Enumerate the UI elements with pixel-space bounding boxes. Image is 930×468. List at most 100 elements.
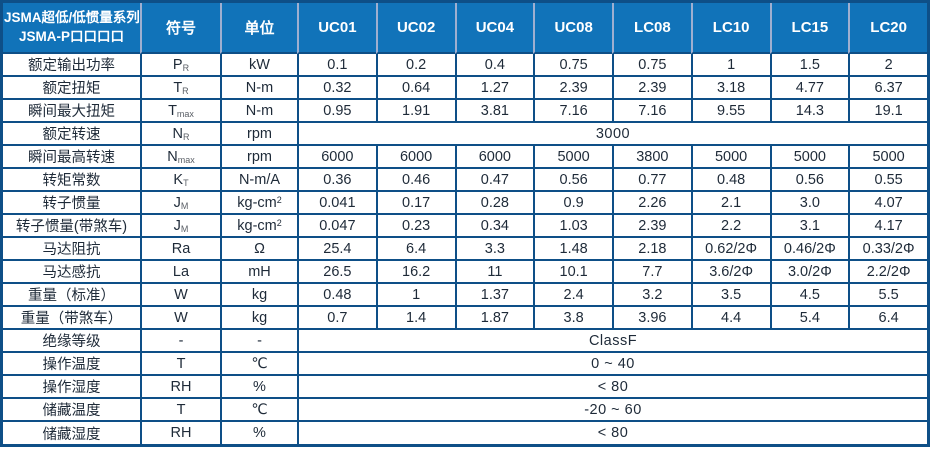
symbol-cell: - [140, 330, 220, 353]
table-row: 转子惯量(带煞车) JM kg-cm2 0.047 0.23 0.34 1.03 2.39 2.… [3, 215, 927, 238]
table-row: 操作温度 T ℃ 0 ~ 40 [3, 353, 927, 376]
table-row: 操作湿度 RH% < 80 [3, 376, 927, 399]
row-label: 马达感抗 [3, 261, 140, 284]
value-cell-lc08: 0.77 [612, 169, 691, 192]
row-label: 操作湿度 [3, 376, 140, 399]
column-header-uc01: UC01 [297, 3, 376, 54]
value-cell-lc20: 2 [848, 54, 927, 77]
value-cell-lc10: 9.55 [690, 100, 770, 123]
value-cell-uc01: 0.36 [297, 169, 376, 192]
value-cell-lc08: 0.75 [612, 54, 691, 77]
row-label: 转矩常数 [3, 169, 140, 192]
value-cell-uc02: 0.2 [375, 54, 455, 77]
value-cell-lc20: 2.2/2Φ [848, 261, 927, 284]
value-cell-uc04: 11 [454, 261, 534, 284]
value-cell-uc01: 26.5 [297, 261, 376, 284]
value-cell-lc20: 5.5 [848, 284, 927, 307]
value-cell-lc15: 14.3 [769, 100, 849, 123]
row-label: 额定输出功率 [3, 54, 140, 77]
value-cell-lc08: 2.39 [612, 215, 691, 238]
column-header-symbol: 符号 [140, 3, 220, 54]
table-row: 转矩常数 KT N-m/A 0.36 0.46 0.47 0.56 0.77 0.48 0.56 0… [3, 169, 927, 192]
value-cell-lc20: 6.4 [848, 307, 927, 330]
unit-cell: kg [220, 284, 297, 307]
value-cell-uc08: 0.75 [533, 54, 612, 77]
symbol-cell: JM [140, 192, 220, 215]
value-cell-lc15: 3.1 [769, 215, 849, 238]
value-cell-lc08: 7.16 [612, 100, 691, 123]
value-cell-lc08: 3.96 [612, 307, 691, 330]
value-cell-uc02: 6000 [375, 146, 455, 169]
value-cell-uc04: 1.87 [454, 307, 534, 330]
value-cell-lc10: 3.18 [690, 77, 770, 100]
value-cell-uc04: 6000 [454, 146, 534, 169]
value-cell-lc10: 5000 [690, 146, 770, 169]
column-header-lc20: LC20 [848, 3, 927, 54]
row-label: 操作温度 [3, 353, 140, 376]
symbol-cell: NR [140, 123, 220, 146]
value-cell-merged: ClassF [297, 330, 927, 353]
value-cell-uc01: 0.047 [297, 215, 376, 238]
value-cell-uc01: 0.32 [297, 77, 376, 100]
table-title-line1: JSMA超低/低惯量系列 [4, 10, 140, 26]
column-header-unit: 单位 [220, 3, 297, 54]
value-cell-uc08: 3.8 [533, 307, 612, 330]
value-cell-uc04: 3.3 [454, 238, 534, 261]
value-cell-uc04: 0.34 [454, 215, 534, 238]
value-cell-uc02: 0.64 [375, 77, 455, 100]
value-cell-lc08: 2.26 [612, 192, 691, 215]
row-label: 瞬间最大扭矩 [3, 100, 140, 123]
unit-cell: kg-cm2 [220, 192, 297, 215]
value-cell-lc20: 4.17 [848, 215, 927, 238]
value-cell-lc15: 4.77 [769, 77, 849, 100]
value-cell-lc10: 0.48 [690, 169, 770, 192]
value-cell-uc08: 2.39 [533, 77, 612, 100]
row-label: 转子惯量(带煞车) [3, 215, 140, 238]
symbol-cell: RH [140, 422, 220, 444]
symbol-cell: PR [140, 54, 220, 77]
value-cell-lc15: 5.4 [769, 307, 849, 330]
symbol-cell: T [140, 353, 220, 376]
value-cell-lc15: 5000 [769, 146, 849, 169]
value-cell-lc08: 2.18 [612, 238, 691, 261]
value-cell-uc08: 1.03 [533, 215, 612, 238]
value-cell-merged: 0 ~ 40 [297, 353, 927, 376]
unit-cell: mH [220, 261, 297, 284]
table-row: 储藏温度 T ℃ -20 ~ 60 [3, 399, 927, 422]
value-cell-uc08: 1.48 [533, 238, 612, 261]
value-cell-merged: 3000 [297, 123, 927, 146]
column-header-uc08: UC08 [533, 3, 612, 54]
value-cell-lc15: 1.5 [769, 54, 849, 77]
value-cell-lc10: 3.6/2Φ [690, 261, 770, 284]
unit-cell: - [220, 330, 297, 353]
value-cell-uc02: 1.4 [375, 307, 455, 330]
table-row: 马达感抗 La mH 26.5 16.2 11 10.1 7.7 3.6/2Φ 3.0/2Φ 2.2… [3, 261, 927, 284]
value-cell-lc15: 0.46/2Φ [769, 238, 849, 261]
row-label: 额定转速 [3, 123, 140, 146]
row-label: 马达阻抗 [3, 238, 140, 261]
value-cell-lc15: 0.56 [769, 169, 849, 192]
value-cell-uc08: 10.1 [533, 261, 612, 284]
column-header-lc10: LC10 [690, 3, 770, 54]
table-row: 额定扭矩 TR N-m 0.32 0.64 1.27 2.39 2.39 3.18 4.77 6.3… [3, 77, 927, 100]
value-cell-uc01: 0.1 [297, 54, 376, 77]
unit-cell: % [220, 422, 297, 444]
value-cell-lc15: 3.0/2Φ [769, 261, 849, 284]
table-header-row: JSMA超低/低惯量系列 JSMA-P口口口口 符号 单位 UC01 UC02 UC… [3, 3, 927, 54]
value-cell-uc02: 0.23 [375, 215, 455, 238]
row-label: 储藏温度 [3, 399, 140, 422]
value-cell-merged: < 80 [297, 376, 927, 399]
unit-cell: Ω [220, 238, 297, 261]
symbol-cell: La [140, 261, 220, 284]
symbol-cell: TR [140, 77, 220, 100]
value-cell-merged: -20 ~ 60 [297, 399, 927, 422]
unit-cell: N-m [220, 100, 297, 123]
value-cell-lc15: 4.5 [769, 284, 849, 307]
value-cell-lc20: 0.55 [848, 169, 927, 192]
table-title-line2: JSMA-P口口口口 [18, 28, 124, 44]
value-cell-uc08: 7.16 [533, 100, 612, 123]
row-label: 绝缘等级 [3, 330, 140, 353]
value-cell-uc04: 0.4 [454, 54, 534, 77]
unit-cell: rpm [220, 123, 297, 146]
